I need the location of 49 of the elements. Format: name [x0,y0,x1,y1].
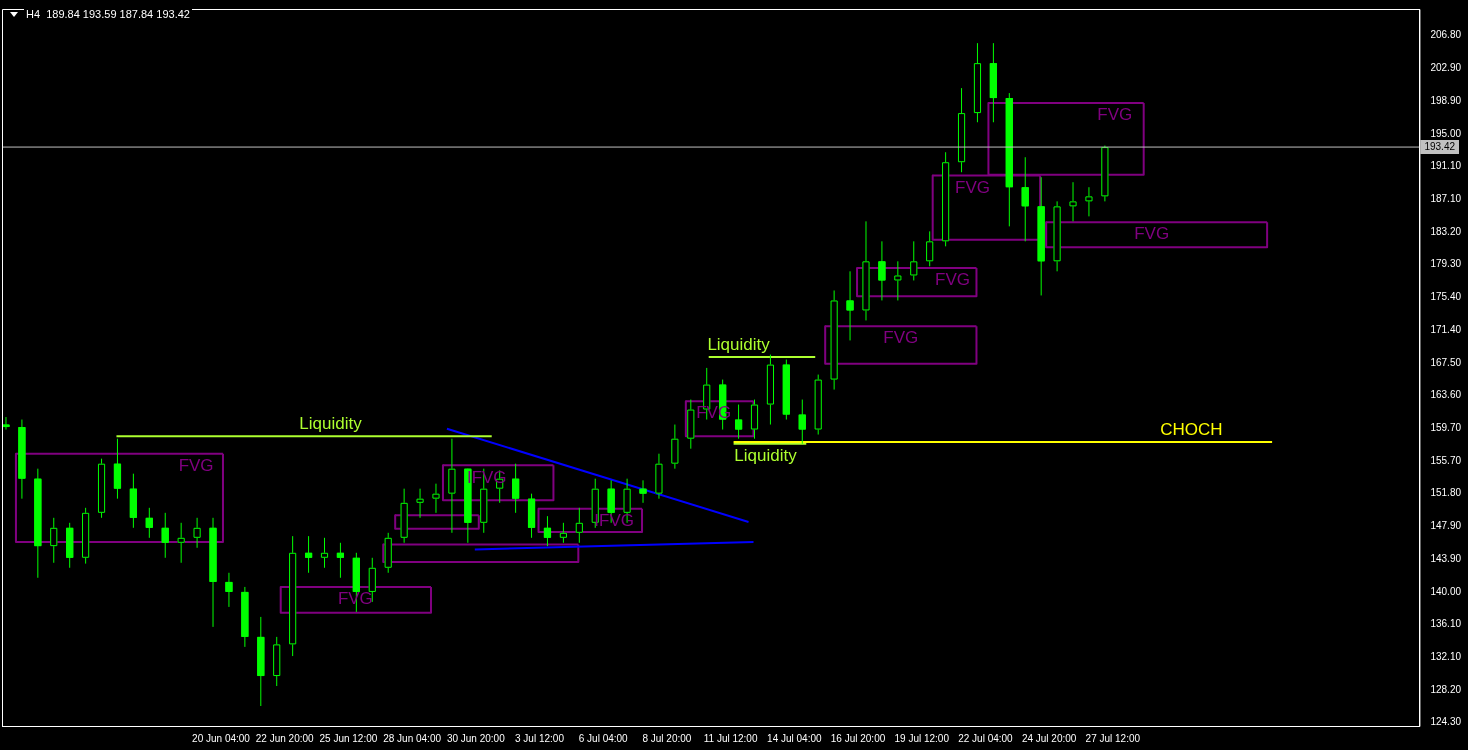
chart-title: H4 189.84 193.59 187.84 193.42 [24,8,192,20]
y-tick-label: 187.10 [1430,193,1462,205]
y-tick-label: 155.70 [1430,454,1462,466]
y-tick-label: 136.10 [1430,618,1462,630]
y-tick-label: 179.30 [1430,258,1462,270]
x-tick-label: 20 Jun 04:00 [192,732,251,744]
annotation: CHOCH [1160,420,1223,440]
annotation: FVG [883,328,919,348]
y-tick-label: 183.20 [1430,225,1462,237]
y-tick-label: 195.00 [1430,127,1462,139]
y-tick-label: 167.50 [1430,356,1462,368]
y-tick-label: 191.10 [1430,160,1462,172]
annotation: FVG [1134,224,1170,244]
x-tick-label: 19 Jul 12:00 [894,732,950,744]
x-tick-label: 14 Jul 04:00 [767,732,822,744]
annotation: Liquidity [299,414,363,434]
x-tick-label: 22 Jun 20:00 [255,732,315,744]
y-tick-label: 206.80 [1430,29,1462,41]
x-tick-label: 6 Jul 04:00 [578,732,629,744]
y-tick-label: 159.70 [1430,421,1462,433]
x-tick-label: 30 Jun 20:00 [446,732,506,744]
annotation: Liquidity [734,445,798,465]
x-tick-label: 24 Jul 20:00 [1021,732,1077,744]
y-tick-label: 132.10 [1430,651,1462,663]
y-tick-label: 151.80 [1430,487,1462,499]
x-tick-label: 28 Jun 04:00 [383,732,442,744]
annotation: FVG [178,455,214,475]
y-tick-label: 171.40 [1430,324,1462,336]
y-tick-label: 163.60 [1430,389,1462,401]
y-tick-label: 128.20 [1430,683,1462,695]
x-tick-label: 25 Jun 12:00 [319,732,378,744]
x-tick-label: 22 Jul 04:00 [958,732,1014,744]
y-tick-label: 198.90 [1430,95,1462,107]
annotation: FVG [935,270,971,290]
y-tick-label: 124.30 [1430,716,1462,728]
x-tick-label: 11 Jul 12:00 [703,732,758,744]
y-tick-label: 202.90 [1430,61,1462,73]
y-tick-label: 140.00 [1430,585,1462,597]
annotation: FVG [1097,105,1133,125]
annotation: Liquidity [707,335,771,355]
x-tick-label: 3 Jul 12:00 [515,732,565,744]
x-tick-label: 8 Jul 20:00 [642,732,692,744]
x-tick-label: 27 Jul 12:00 [1085,732,1141,744]
y-tick-label: 175.40 [1430,290,1462,302]
annotation: FVG [955,177,990,197]
y-tick-label: 147.90 [1430,519,1462,531]
ref-line-label: 193.42 [1424,140,1456,152]
y-tick-label: 143.90 [1430,553,1462,565]
x-tick-label: 16 Jul 20:00 [830,732,886,744]
